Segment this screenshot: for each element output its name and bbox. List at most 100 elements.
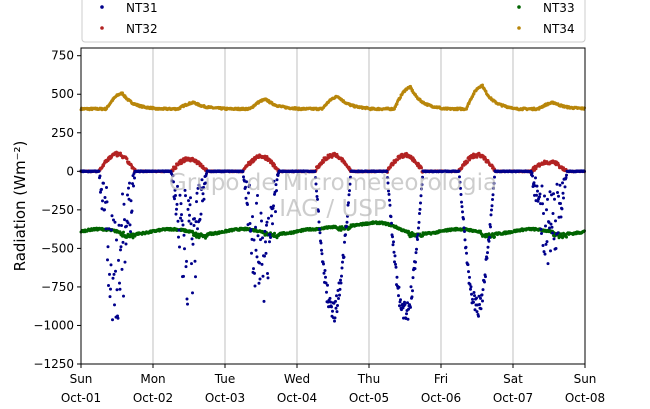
x-tick-label-date: Oct-06: [421, 391, 461, 405]
point-nt31: [483, 280, 486, 284]
point-nt31: [193, 259, 197, 263]
point-nt31: [490, 204, 494, 208]
legend-marker-nt31: [100, 5, 104, 9]
point-nt31: [103, 208, 106, 212]
point-nt31: [409, 285, 413, 289]
legend-marker-nt33: [517, 5, 521, 9]
point-nt31: [263, 229, 267, 233]
point-nt31: [260, 262, 264, 266]
y-tick-label: 0: [66, 164, 74, 178]
point-nt31: [125, 224, 128, 228]
point-nt31: [259, 211, 263, 215]
point-nt31: [112, 218, 115, 222]
point-nt31: [184, 265, 188, 269]
point-nt31: [555, 182, 559, 186]
point-nt31: [466, 263, 470, 267]
legend-marker-nt34: [517, 26, 521, 30]
point-nt31: [541, 244, 545, 247]
point-nt31: [320, 248, 323, 252]
point-nt31: [177, 235, 180, 239]
point-nt31: [393, 254, 397, 258]
point-nt31: [265, 220, 269, 224]
point-nt31: [536, 189, 539, 193]
point-nt31: [100, 187, 103, 191]
point-nt31: [254, 225, 257, 229]
point-nt31: [532, 181, 536, 185]
point-nt31: [189, 196, 192, 200]
point-nt31: [111, 318, 114, 322]
y-tick-label: 500: [51, 87, 74, 101]
x-tick-label-date: Oct-07: [493, 391, 533, 405]
point-nt31: [340, 266, 344, 270]
point-nt31: [462, 217, 465, 221]
point-nt31: [121, 240, 125, 244]
point-nt31: [131, 182, 134, 186]
point-nt31: [418, 207, 422, 211]
point-nt31: [113, 303, 116, 307]
point-nt31: [118, 287, 122, 291]
point-nt31: [106, 258, 109, 262]
point-nt31: [399, 298, 402, 302]
point-nt31: [553, 197, 556, 201]
point-nt31: [185, 259, 188, 263]
point-nt31: [250, 251, 253, 255]
point-nt31: [561, 181, 564, 185]
point-nt31: [121, 192, 124, 196]
point-nt31: [539, 227, 543, 231]
point-nt31: [129, 199, 133, 203]
point-nt34: [399, 96, 402, 99]
point-nt31: [126, 221, 130, 225]
y-tick-label: −1000: [33, 318, 74, 332]
point-nt31: [475, 296, 478, 300]
watermark-line-2: IAG / USP: [279, 196, 387, 222]
point-nt31: [188, 213, 191, 217]
point-nt31: [339, 281, 343, 285]
point-nt31: [559, 202, 562, 205]
watermark-line-1: Grupo de Micrometeorologia: [169, 170, 497, 196]
point-nt31: [544, 224, 547, 228]
point-nt31: [323, 269, 327, 272]
point-nt31: [262, 299, 266, 303]
point-nt31: [331, 309, 334, 313]
point-nt31: [264, 251, 268, 255]
point-nt31: [556, 191, 559, 194]
x-tick-label-day: Sun: [70, 372, 93, 386]
point-nt31: [405, 312, 408, 316]
point-nt32: [322, 160, 325, 164]
point-nt31: [338, 287, 342, 291]
point-nt31: [478, 303, 481, 306]
point-nt31: [180, 219, 184, 223]
point-nt31: [335, 310, 339, 314]
point-nt31: [319, 241, 323, 245]
point-nt31: [107, 284, 110, 287]
point-nt31: [246, 203, 249, 206]
point-nt33: [273, 231, 276, 235]
point-nt31: [128, 181, 131, 185]
point-nt31: [554, 219, 557, 223]
point-nt31: [538, 192, 542, 196]
point-nt31: [548, 190, 552, 194]
point-nt31: [117, 223, 121, 227]
point-nt31: [252, 267, 255, 271]
legend-marker-nt32: [100, 26, 104, 30]
point-nt31: [258, 277, 262, 281]
point-nt32: [466, 160, 469, 164]
point-nt31: [556, 231, 560, 235]
point-nt31: [410, 295, 414, 299]
point-nt31: [124, 242, 128, 246]
point-nt31: [248, 222, 252, 225]
point-nt31: [334, 299, 337, 303]
point-nt31: [464, 245, 468, 249]
point-nt31: [391, 243, 395, 247]
point-nt31: [261, 236, 264, 240]
point-nt31: [416, 233, 420, 236]
point-nt31: [244, 196, 248, 200]
x-tick-label-day: Thu: [357, 372, 381, 386]
point-nt31: [342, 255, 346, 259]
point-nt31: [191, 242, 195, 246]
point-nt31: [180, 213, 183, 217]
point-nt32: [420, 166, 423, 170]
point-nt31: [490, 208, 493, 212]
point-nt31: [392, 250, 396, 254]
point-nt32: [394, 160, 397, 164]
